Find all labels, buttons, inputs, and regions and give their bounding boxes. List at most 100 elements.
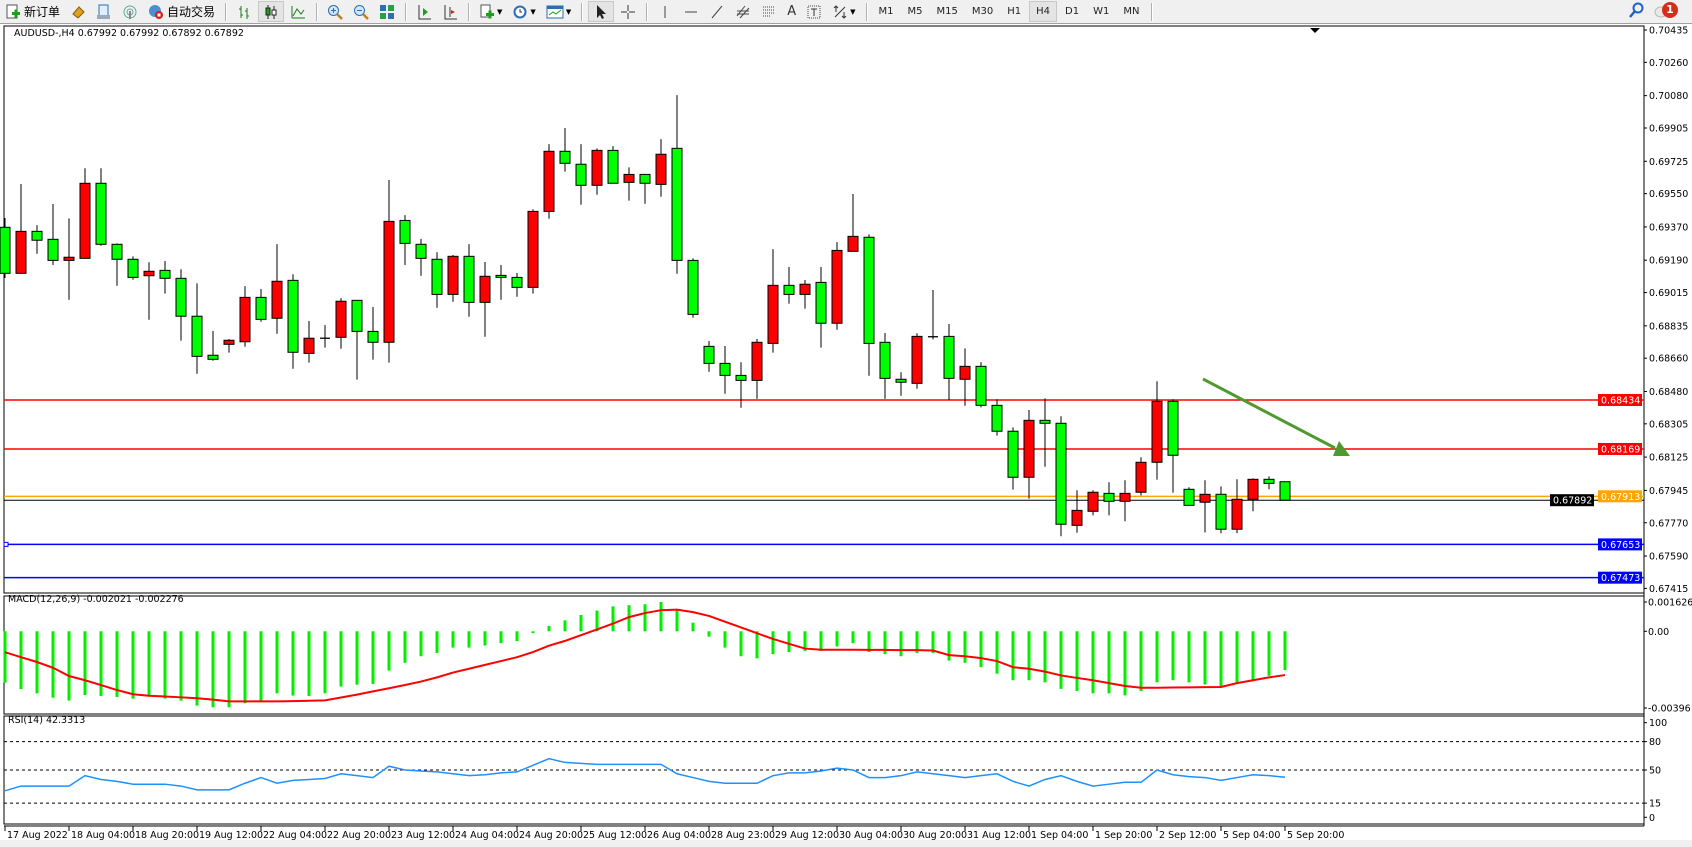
bar-chart-button[interactable] xyxy=(232,1,256,22)
level-handle[interactable] xyxy=(3,541,9,547)
candle xyxy=(543,144,555,219)
candle-body xyxy=(559,150,571,164)
candle xyxy=(735,362,747,408)
trendline-button[interactable] xyxy=(705,1,729,22)
time-tick-label: 1 Sep 04:00 xyxy=(1031,830,1088,841)
candle-body xyxy=(367,330,379,343)
candle-body xyxy=(63,256,75,261)
timeframe-w1[interactable]: W1 xyxy=(1093,6,1110,17)
line-chart-button[interactable] xyxy=(286,1,310,22)
macd-histogram-bar xyxy=(899,631,903,657)
candle xyxy=(175,269,187,341)
zoom-in-button[interactable] xyxy=(323,1,347,22)
price-tick-label: 0.67945 xyxy=(1649,486,1688,497)
arrows-button[interactable]: ▼ xyxy=(828,1,859,22)
candle xyxy=(1135,457,1147,496)
text-button[interactable]: A xyxy=(783,1,800,22)
rsi-tick-label: 50 xyxy=(1649,766,1661,777)
equidistant-channel-button[interactable] xyxy=(731,1,755,22)
search-button[interactable] xyxy=(1628,2,1644,21)
candle xyxy=(463,244,475,317)
candle-body xyxy=(95,182,107,245)
price-tick-label: 0.69370 xyxy=(1649,222,1688,233)
cursor-button[interactable] xyxy=(588,1,615,22)
timeframe-m30[interactable]: M30 xyxy=(971,6,994,17)
timeframe-h1[interactable]: H1 xyxy=(1007,6,1022,17)
time-tick-label: 2 Sep 12:00 xyxy=(1159,830,1216,841)
market-watch-button[interactable] xyxy=(66,1,90,22)
candle-body xyxy=(239,296,251,343)
candle xyxy=(255,289,267,322)
rsi-tick-label: 80 xyxy=(1649,737,1661,748)
auto-trading-button[interactable]: 自动交易 xyxy=(144,1,219,22)
candle-body xyxy=(591,149,603,186)
macd-histogram-bar xyxy=(547,625,551,632)
chevron-down-icon: ▼ xyxy=(530,7,536,16)
time-tick-label: 17 Aug 2022 xyxy=(7,830,68,841)
candle-body xyxy=(1199,493,1211,503)
notifications-button[interactable]: 1 xyxy=(1654,1,1684,20)
candle-body xyxy=(1103,492,1115,502)
macd-histogram-bar xyxy=(195,631,199,706)
candle xyxy=(639,173,651,204)
price-level-label: 0.67913 xyxy=(1601,492,1640,503)
macd-histogram-bar xyxy=(963,631,967,663)
new-order-button[interactable]: 新订单 xyxy=(1,1,64,22)
data-window-button[interactable] xyxy=(92,1,116,22)
time-tick-label: 23 Aug 12:00 xyxy=(391,830,455,841)
templates-button[interactable]: ▼ xyxy=(542,1,575,22)
crosshair-button[interactable] xyxy=(616,1,640,22)
candle xyxy=(1279,481,1291,501)
candle xyxy=(575,144,587,205)
chart-canvas[interactable]: 0.70435 0.70260 0.70080 0.69905 0.69725 0.695… xyxy=(0,24,1692,847)
macd-histogram-bar xyxy=(1107,631,1111,694)
chart-shift-icon xyxy=(444,4,458,19)
timeframe-d1[interactable]: D1 xyxy=(1065,6,1080,17)
macd-histogram-bar xyxy=(1283,631,1287,671)
timeframe-m1[interactable]: M1 xyxy=(878,6,894,17)
periods-button[interactable]: ▼ xyxy=(508,1,539,22)
text-label-button[interactable] xyxy=(802,1,826,22)
macd-histogram-bar xyxy=(211,631,215,708)
candle-body xyxy=(191,315,203,357)
candle-body xyxy=(495,274,507,278)
indicators-button[interactable]: ▼ xyxy=(475,1,506,22)
signals-button[interactable] xyxy=(118,1,142,22)
candle-body xyxy=(959,365,971,380)
horizontal-line-button[interactable] xyxy=(679,1,703,22)
macd-histogram-bar xyxy=(483,631,487,646)
auto-trading-icon xyxy=(149,4,164,19)
timeframe-m5[interactable]: M5 xyxy=(907,6,923,17)
trend-arrow-line[interactable] xyxy=(1202,377,1336,450)
timeframe-m15[interactable]: M15 xyxy=(936,6,958,17)
time-tick-label: 24 Aug 20:00 xyxy=(519,830,583,841)
tile-windows-button[interactable] xyxy=(375,1,399,22)
chart-window[interactable]: 0.70435 0.70260 0.70080 0.69905 0.69725 0.695… xyxy=(0,24,1692,847)
toolbar-separator xyxy=(865,2,867,21)
zoom-out-button[interactable] xyxy=(349,1,373,22)
vertical-line-button[interactable] xyxy=(653,1,677,22)
timeframe-mn[interactable]: MN xyxy=(1123,6,1140,17)
chart-shift-marker[interactable] xyxy=(1310,28,1320,33)
macd-histogram-bar xyxy=(691,622,695,632)
rsi-tick-label: 0 xyxy=(1649,813,1655,824)
timeframe-h4[interactable]: H4 xyxy=(1029,1,1057,22)
candle xyxy=(431,252,443,308)
macd-histogram-bar xyxy=(1235,631,1239,683)
fibonacci-button[interactable] xyxy=(757,1,781,22)
trend-arrow-head-icon[interactable] xyxy=(1333,441,1350,456)
macd-histogram-bar xyxy=(371,631,375,684)
vertical-line-icon xyxy=(664,5,666,18)
chart-shift-button[interactable] xyxy=(438,1,462,22)
candle-body xyxy=(271,280,283,319)
time-tick-label: 30 Aug 20:00 xyxy=(903,830,967,841)
candle xyxy=(367,306,379,360)
candlestick-button[interactable] xyxy=(258,1,285,22)
macd-histogram-bar xyxy=(1267,631,1271,676)
candle-body xyxy=(15,230,27,274)
candle xyxy=(991,399,1003,436)
candle xyxy=(31,225,43,254)
zoom-in-icon xyxy=(328,4,343,20)
auto-scroll-button[interactable] xyxy=(412,1,436,22)
candle-body xyxy=(975,365,987,406)
